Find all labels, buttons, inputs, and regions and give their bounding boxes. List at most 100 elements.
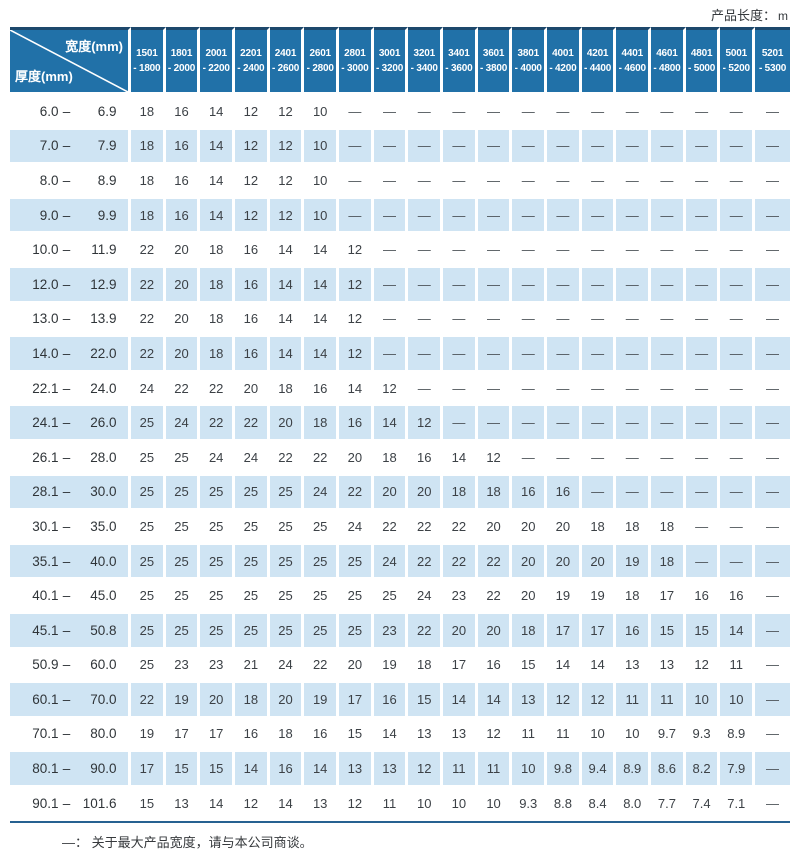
length-cell-empty: — bbox=[581, 164, 617, 199]
length-cell: 20 bbox=[373, 475, 409, 511]
length-cell: 22 bbox=[443, 544, 478, 580]
length-cell: 20 bbox=[165, 267, 201, 303]
length-cell-empty: — bbox=[616, 337, 652, 372]
length-unit: m bbox=[778, 9, 788, 23]
length-cell: 15 bbox=[651, 613, 686, 649]
length-cell: 25 bbox=[165, 510, 201, 545]
length-cell: 14 bbox=[304, 233, 340, 268]
length-cell: 9.4 bbox=[581, 752, 617, 787]
length-cell-empty: — bbox=[755, 510, 790, 545]
length-cell: 25 bbox=[269, 544, 305, 580]
length-cell-empty: — bbox=[616, 475, 652, 511]
length-cell: 13 bbox=[651, 648, 686, 684]
table-row: 35.1–40.0 25 25 25 25 25 25 25 24 22 22 22 20 20 20 19 1… bbox=[10, 544, 790, 580]
length-cell: 14 bbox=[373, 717, 409, 753]
table-row: 6.0–6.9 18 16 14 12 12 10— — — — — — — — — — — — — bbox=[10, 95, 790, 130]
length-cell: 10 bbox=[616, 717, 652, 753]
length-cell-empty: — bbox=[512, 440, 548, 476]
length-cell-empty: — bbox=[755, 233, 790, 268]
length-cell: 22 bbox=[477, 544, 513, 580]
table-row: 12.0–12.9 22 20 18 16 14 14 12— — — — — — — — — — — — bbox=[10, 267, 790, 303]
length-cell: 16 bbox=[304, 717, 340, 753]
length-cell-empty: — bbox=[443, 233, 478, 268]
length-cell-empty: — bbox=[547, 302, 582, 338]
length-cell: 20 bbox=[165, 302, 201, 338]
table-row: 13.0–13.9 22 20 18 16 14 14 12— — — — — — — — — — — — bbox=[10, 302, 790, 338]
length-cell: 16 bbox=[269, 752, 305, 787]
thickness-range-label: 8.0–8.9 bbox=[10, 164, 131, 199]
length-cell: 14 bbox=[304, 752, 340, 787]
length-cell: 25 bbox=[165, 475, 201, 511]
length-cell: 22 bbox=[131, 302, 166, 338]
length-cell: 12 bbox=[339, 302, 374, 338]
length-cell: 25 bbox=[200, 579, 236, 614]
length-cell: 24 bbox=[269, 648, 305, 684]
length-cell: 15 bbox=[200, 752, 236, 787]
length-cell-empty: — bbox=[616, 129, 652, 165]
length-cell: 20 bbox=[269, 683, 305, 718]
length-cell: 22 bbox=[200, 406, 236, 441]
length-cell: 12 bbox=[235, 129, 270, 165]
thickness-range-label: 22.1–24.0 bbox=[10, 371, 131, 407]
length-cell-empty: — bbox=[581, 95, 617, 130]
length-cell-empty: — bbox=[443, 95, 478, 130]
length-cell: 12 bbox=[373, 371, 409, 407]
table-row: 10.0–11.9 22 20 18 16 14 14 12— — — — — — — — — — — — bbox=[10, 233, 790, 268]
length-cell-empty: — bbox=[581, 337, 617, 372]
length-cell: 18 bbox=[200, 337, 236, 372]
product-length-unit-note: 产品长度： m bbox=[10, 0, 790, 27]
length-cell: 14 bbox=[720, 613, 756, 649]
width-range-header: 3401- 3600 bbox=[443, 27, 478, 95]
length-cell-empty: — bbox=[651, 475, 686, 511]
table-row: 40.1–45.0 25 25 25 25 25 25 25 25 24 23 22 20 19 19 18 1… bbox=[10, 579, 790, 614]
length-cell-empty: — bbox=[755, 440, 790, 476]
length-cell-empty: — bbox=[616, 371, 652, 407]
length-cell: 22 bbox=[408, 510, 444, 545]
length-cell: 18 bbox=[235, 683, 270, 718]
table-row: 7.0–7.9 18 16 14 12 12 10— — — — — — — — — — — — — bbox=[10, 129, 790, 165]
length-cell: 24 bbox=[131, 371, 166, 407]
length-cell-empty: — bbox=[755, 683, 790, 718]
length-cell-empty: — bbox=[512, 233, 548, 268]
length-cell-empty: — bbox=[720, 475, 756, 511]
length-cell: 12 bbox=[581, 683, 617, 718]
table-row: 24.1–26.0 25 24 22 22 20 18 16 14 12— — — — — — — — — — bbox=[10, 406, 790, 441]
length-cell: 16 bbox=[235, 717, 270, 753]
length-cell: 14 bbox=[477, 683, 513, 718]
length-cell-empty: — bbox=[547, 267, 582, 303]
thickness-range-label: 24.1–26.0 bbox=[10, 406, 131, 441]
length-cell: 24 bbox=[200, 440, 236, 476]
length-cell: 24 bbox=[408, 579, 444, 614]
length-cell-empty: — bbox=[512, 302, 548, 338]
length-cell-empty: — bbox=[651, 198, 686, 234]
length-cell: 20 bbox=[408, 475, 444, 511]
length-cell-empty: — bbox=[581, 406, 617, 441]
length-cell: 10 bbox=[512, 752, 548, 787]
length-cell: 14 bbox=[200, 129, 236, 165]
table-row: 30.1–35.0 25 25 25 25 25 25 24 22 22 22 20 20 20 18 18 1… bbox=[10, 510, 790, 545]
length-cell: 24 bbox=[339, 510, 374, 545]
length-cell: 16 bbox=[235, 302, 270, 338]
table-row: 70.1–80.0 19 17 17 16 18 16 15 14 13 13 12 11 11 10 10 9… bbox=[10, 717, 790, 753]
length-cell: 19 bbox=[581, 579, 617, 614]
length-cell-empty: — bbox=[339, 95, 374, 130]
length-cell-empty: — bbox=[755, 544, 790, 580]
width-range-header: 2001- 2200 bbox=[200, 27, 236, 95]
table-row: 80.1–90.0 17 15 15 14 16 14 13 13 12 11 11 10 9.8 9.4 8… bbox=[10, 752, 790, 787]
length-cell: 24 bbox=[165, 406, 201, 441]
width-range-header: 2801- 3000 bbox=[339, 27, 374, 95]
length-cell: 18 bbox=[616, 510, 652, 545]
width-range-header: 4401- 4600 bbox=[616, 27, 652, 95]
length-cell: 18 bbox=[651, 510, 686, 545]
length-cell-empty: — bbox=[373, 164, 409, 199]
length-cell: 19 bbox=[547, 579, 582, 614]
length-cell-empty: — bbox=[477, 198, 513, 234]
length-cell-empty: — bbox=[512, 406, 548, 441]
length-cell-empty: — bbox=[547, 371, 582, 407]
length-cell-empty: — bbox=[443, 267, 478, 303]
width-range-header: 5001- 5200 bbox=[720, 27, 756, 95]
length-cell: 18 bbox=[408, 648, 444, 684]
length-cell: 16 bbox=[408, 440, 444, 476]
length-cell: 21 bbox=[235, 648, 270, 684]
width-range-header: 2401- 2600 bbox=[269, 27, 305, 95]
